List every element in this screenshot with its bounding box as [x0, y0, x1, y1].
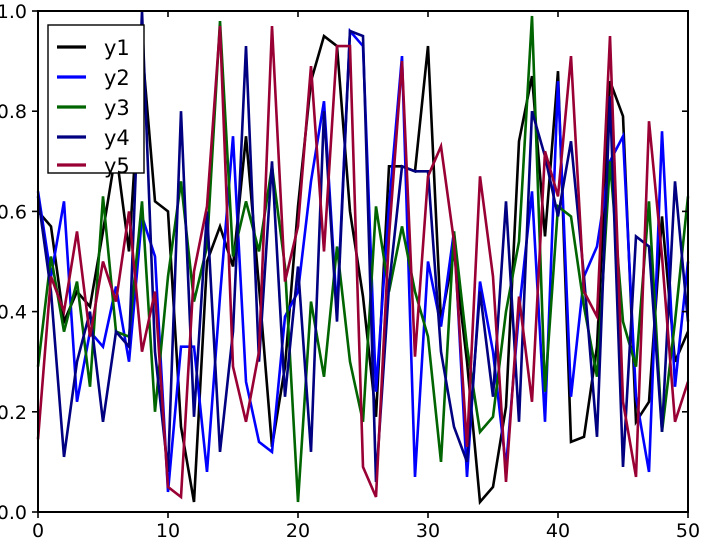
axes-spines [37, 10, 689, 513]
y-tick-label: 0.8 [0, 101, 27, 123]
y-tick-label: 0.6 [0, 201, 27, 223]
legend-entry-y4[interactable]: y4 [57, 126, 130, 150]
x-tick-label: 0 [32, 520, 44, 542]
x-axis-ticks [37, 11, 689, 518]
legend-label-y1: y1 [104, 36, 130, 60]
y-tick-label: 1.0 [0, 1, 27, 23]
x-tick-label: 20 [286, 520, 310, 542]
x-tick-label: 50 [676, 520, 700, 542]
x-axis-tick-labels: 0 10 20 30 40 50 [32, 520, 700, 542]
series-group [36, 10, 690, 506]
legend[interactable]: y1 y2 y3 y4 y5 [47, 24, 145, 178]
y-axis-ticks [32, 10, 688, 513]
series-line-y5 [36, 25, 690, 500]
y-tick-label: 0.0 [0, 502, 27, 524]
y-axis-tick-labels: 0.0 0.2 0.4 0.6 0.8 1.0 [0, 1, 27, 524]
x-tick-label: 40 [546, 520, 570, 542]
legend-label-y4: y4 [104, 126, 130, 150]
legend-entry-y5[interactable]: y5 [57, 154, 130, 178]
legend-label-y2: y2 [104, 66, 130, 90]
legend-label-y3: y3 [104, 96, 130, 120]
y-tick-label: 0.2 [0, 402, 27, 424]
legend-entry-y2[interactable]: y2 [57, 66, 130, 90]
y-tick-label: 0.4 [0, 302, 27, 324]
series-line-y3 [36, 15, 690, 503]
x-tick-label: 30 [416, 520, 440, 542]
legend-entries[interactable]: y1 y2 y3 y4 y5 [57, 36, 130, 178]
legend-entry-y1[interactable]: y1 [57, 36, 130, 60]
x-tick-label: 10 [156, 520, 180, 542]
legend-entry-y3[interactable]: y3 [57, 96, 130, 120]
legend-frame [47, 24, 145, 174]
legend-label-y5: y5 [104, 154, 130, 178]
